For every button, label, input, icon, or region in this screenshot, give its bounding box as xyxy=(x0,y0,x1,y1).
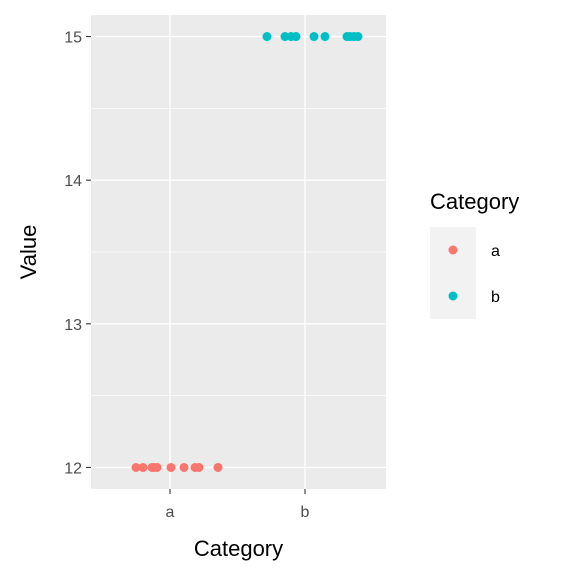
data-point-b xyxy=(309,32,319,42)
legend-keys-background xyxy=(430,227,476,319)
data-point-a xyxy=(131,462,141,472)
y-tick-label: 13 xyxy=(64,317,82,334)
y-tick-label: 14 xyxy=(64,173,82,190)
data-point-a xyxy=(166,462,176,472)
data-point-a xyxy=(194,462,204,472)
data-point-b xyxy=(353,32,363,42)
legend-title: Category xyxy=(430,189,519,214)
data-point-b xyxy=(320,32,330,42)
data-point-b xyxy=(262,32,272,42)
data-points xyxy=(131,32,363,472)
x-tick-label: a xyxy=(166,504,175,521)
y-tick-label: 12 xyxy=(64,460,82,477)
legend-label-a: a xyxy=(491,243,500,260)
x-axis-title: Category xyxy=(194,536,283,561)
x-tick-label: b xyxy=(301,504,310,521)
minor-gridlines xyxy=(91,108,386,396)
data-point-b xyxy=(291,32,301,42)
legend-key-a xyxy=(448,245,458,255)
legend-key-b xyxy=(448,291,458,301)
legend-label-b: b xyxy=(491,289,500,306)
data-point-a xyxy=(152,462,162,472)
y-axis-ticks: 12 13 14 15 xyxy=(64,30,91,477)
y-axis-title: Value xyxy=(16,225,41,280)
legend: ab xyxy=(430,227,500,319)
data-point-a xyxy=(213,462,223,472)
data-point-a xyxy=(179,462,189,472)
y-tick-label: 15 xyxy=(64,30,82,47)
data-point-a xyxy=(138,462,148,472)
